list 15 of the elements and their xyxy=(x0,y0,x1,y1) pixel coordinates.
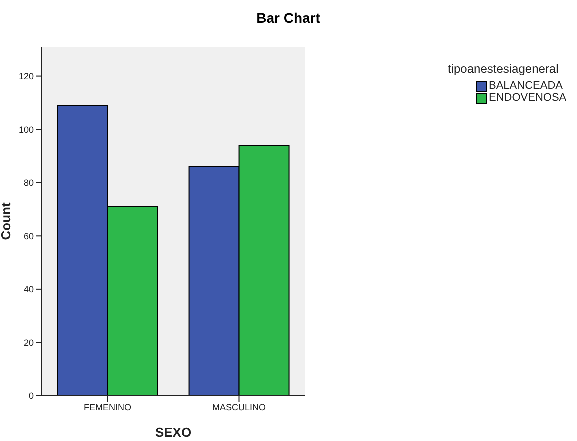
y-tick-label: 100 xyxy=(18,124,34,135)
y-tick-label: 60 xyxy=(24,231,34,242)
x-axis-title: SEXO xyxy=(155,425,192,440)
y-axis-title: Count xyxy=(0,202,14,240)
x-tick-label: MASCULINO xyxy=(212,402,266,412)
y-tick-label: 40 xyxy=(24,284,34,295)
y-tick-label: 80 xyxy=(24,178,34,188)
x-tick-label: FEMENINO xyxy=(84,402,132,412)
legend-label: BALANCEADA xyxy=(489,80,563,92)
y-tick-label: 0 xyxy=(28,391,34,402)
y-tick-label: 120 xyxy=(18,72,34,82)
chart-title: Bar Chart xyxy=(256,10,322,26)
y-tick-label: 20 xyxy=(24,338,34,348)
legend-label: ENDOVENOSA xyxy=(489,92,567,104)
legend-title: tipoanestesiageneral xyxy=(448,62,560,76)
